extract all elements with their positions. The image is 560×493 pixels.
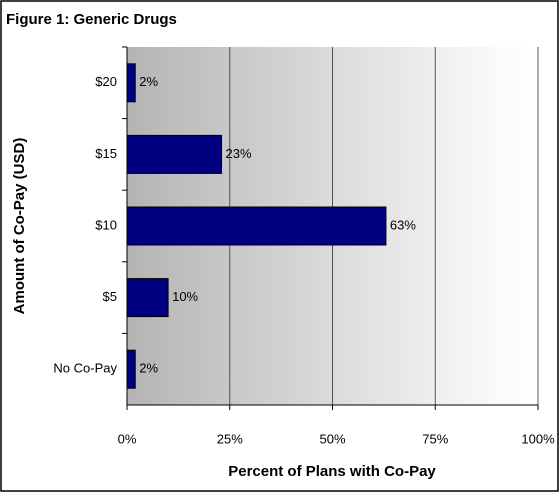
bar [126,349,136,389]
y-tick-label: $10 [95,217,117,232]
y-axis-label: Amount of Co-Pay (USD) [11,138,28,315]
bar [126,63,136,103]
bar [126,278,169,318]
bar [126,206,387,246]
x-tick-label: 50% [319,431,345,446]
x-tick-label: 75% [422,431,448,446]
data-label: 2% [139,74,158,89]
y-tick-label: $20 [95,74,117,89]
data-label: 23% [226,146,252,161]
data-label: 2% [139,361,158,376]
y-tick-label: $15 [95,146,117,161]
data-label: 10% [172,289,198,304]
x-tick-label: 100% [521,431,555,446]
x-tick-label: 25% [217,431,243,446]
data-label: 63% [390,217,416,232]
chart-title: Figure 1: Generic Drugs [6,11,177,28]
y-tick-label: $5 [103,289,117,304]
x-tick-label: 0% [118,431,137,446]
x-axis-label: Percent of Plans with Co-Pay [228,463,436,480]
y-tick-label: No Co-Pay [53,361,117,376]
bar [126,134,223,174]
